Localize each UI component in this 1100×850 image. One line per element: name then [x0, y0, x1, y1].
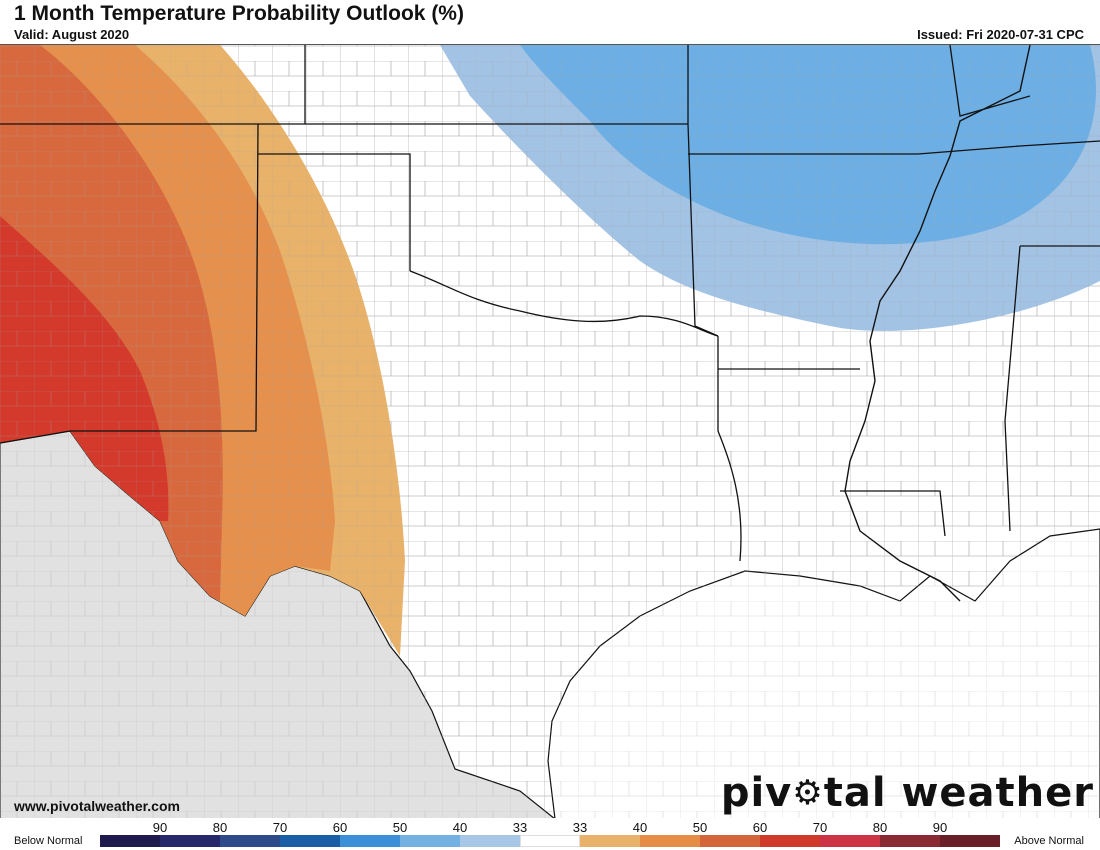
legend-swatch [820, 835, 880, 847]
legend-tick-label: 33 [572, 820, 588, 835]
legend-swatch [580, 835, 640, 847]
county-grid-overlay [0, 45, 1100, 819]
legend-tick-label: 40 [452, 820, 468, 835]
mississippi-river [844, 45, 1031, 602]
logo-text-end: tal weather [823, 770, 1094, 816]
map-title: 1 Month Temperature Probability Outlook … [14, 2, 464, 25]
legend-swatch [220, 835, 280, 847]
valid-period: Valid: August 2020 [14, 27, 130, 42]
legend-swatch [100, 835, 160, 847]
legend-swatch [760, 835, 820, 847]
legend-swatch [520, 835, 580, 847]
legend-tick-label: 70 [812, 820, 828, 835]
legend-above-normal-label: Above Normal [1014, 835, 1084, 847]
legend-tick-label: 80 [872, 820, 888, 835]
outlook-map [0, 44, 1100, 820]
legend-swatch [880, 835, 940, 847]
legend-tick-label: 90 [932, 820, 948, 835]
legend-tick-label: 70 [272, 820, 288, 835]
issued-date: Issued: Fri 2020-07-31 CPC [917, 27, 1084, 42]
legend-swatch [400, 835, 460, 847]
legend-tick-label: 50 [392, 820, 408, 835]
legend-tick-label: 90 [152, 820, 168, 835]
logo-text-start: piv [720, 770, 793, 816]
legend-color-bar [100, 835, 1000, 847]
legend-swatch [940, 835, 1000, 847]
legend-swatch [280, 835, 340, 847]
gear-icon: ⚙ [792, 773, 824, 813]
probability-legend: Below Normal Above Normal 90 80 70 60 50 40 33… [0, 818, 1100, 850]
legend-tick-label: 60 [332, 820, 348, 835]
legend-tick-label: 33 [512, 820, 528, 835]
legend-tick-label: 60 [752, 820, 768, 835]
legend-swatch [340, 835, 400, 847]
legend-swatch [640, 835, 700, 847]
legend-swatch [460, 835, 520, 847]
legend-swatch [700, 835, 760, 847]
website-url: www.pivotalweather.com [14, 798, 180, 814]
legend-below-normal-label: Below Normal [14, 835, 83, 847]
pivotal-weather-logo: piv⚙tal weather [721, 770, 1094, 816]
legend-tick-label: 40 [632, 820, 648, 835]
legend-tick-label: 80 [212, 820, 228, 835]
legend-swatch [160, 835, 220, 847]
legend-tick-label: 50 [692, 820, 708, 835]
